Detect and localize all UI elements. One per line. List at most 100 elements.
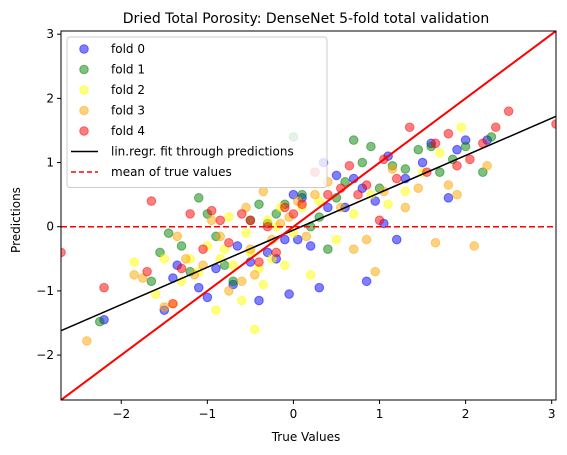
legend-marker	[80, 106, 89, 115]
point-fold-1-28	[401, 165, 410, 174]
point-fold-4-15	[272, 248, 281, 257]
point-fold-1-31	[435, 168, 444, 177]
point-fold-4-35	[491, 123, 500, 132]
point-fold-3-30	[414, 184, 423, 193]
point-fold-0-30	[392, 235, 401, 244]
point-fold-3-21	[311, 190, 320, 199]
point-fold-3-8	[207, 216, 216, 225]
point-fold-3-25	[362, 235, 371, 244]
x-tick-label: 0	[290, 407, 298, 421]
x-tick-label: −1	[198, 407, 216, 421]
point-fold-4-17	[289, 210, 298, 219]
point-fold-2-16	[250, 325, 259, 334]
point-fold-2-29	[349, 210, 358, 219]
x-tick-label: 3	[548, 407, 556, 421]
point-fold-0-4	[194, 283, 203, 292]
point-fold-4-22	[345, 161, 354, 170]
point-fold-2-0	[130, 258, 139, 267]
point-fold-1-12	[255, 200, 264, 209]
point-fold-4-18	[298, 200, 307, 209]
y-tick-label: −2	[36, 348, 54, 362]
legend-entry-label: fold 2	[111, 83, 145, 97]
point-fold-1-24	[358, 158, 367, 167]
point-fold-1-10	[229, 277, 238, 286]
point-fold-2-2	[160, 255, 169, 264]
point-fold-4-7	[199, 245, 208, 254]
point-fold-4-2	[143, 267, 152, 276]
point-fold-0-14	[285, 290, 294, 299]
point-fold-3-10	[225, 287, 234, 296]
y-axis-label: Predictions	[9, 187, 23, 253]
point-fold-1-20	[324, 245, 333, 254]
legend-entry-label: fold 0	[111, 42, 145, 56]
point-fold-4-8	[207, 206, 216, 215]
point-fold-2-13	[237, 296, 246, 305]
y-tick-label: 1	[46, 156, 54, 170]
point-fold-0-34	[444, 194, 453, 203]
point-fold-4-31	[444, 129, 453, 138]
point-fold-2-31	[384, 200, 393, 209]
point-fold-0-18	[306, 242, 315, 251]
point-fold-0-35	[453, 145, 462, 154]
point-fold-3-11	[237, 277, 246, 286]
point-fold-2-8	[212, 306, 221, 315]
point-fold-4-5	[177, 264, 186, 273]
point-fold-1-1	[147, 277, 156, 286]
point-fold-3-28	[388, 165, 397, 174]
legend-entry-label: mean of true values	[111, 165, 232, 179]
point-fold-4-4	[169, 299, 178, 308]
point-fold-1-23	[349, 136, 358, 145]
point-fold-3-5	[182, 255, 191, 264]
point-fold-1-29	[414, 145, 423, 154]
point-fold-3-3	[160, 303, 169, 312]
point-fold-1-35	[487, 133, 496, 142]
point-fold-4-24	[362, 181, 371, 190]
legend-entry-label: fold 1	[111, 63, 145, 77]
point-fold-4-9	[216, 216, 225, 225]
point-fold-4-10	[225, 238, 234, 247]
legend-marker	[80, 65, 89, 74]
point-fold-4-6	[186, 210, 195, 219]
legend-marker	[80, 45, 89, 54]
point-fold-1-4	[177, 242, 186, 251]
point-fold-2-18	[259, 280, 268, 289]
point-fold-4-36	[504, 107, 513, 116]
point-fold-3-4	[173, 232, 182, 241]
point-fold-4-23	[354, 190, 363, 199]
y-tick-label: 3	[46, 27, 54, 41]
point-fold-4-33	[466, 155, 475, 164]
x-tick-label: −2	[112, 407, 130, 421]
x-axis-ticks: −2 −1 0 1 2 3	[112, 400, 555, 421]
point-fold-4-12	[246, 216, 255, 225]
point-fold-4-1	[100, 283, 109, 292]
point-fold-2-34	[435, 149, 444, 158]
point-fold-1-6	[194, 194, 203, 203]
point-fold-2-32	[401, 187, 410, 196]
point-fold-0-22	[332, 171, 341, 180]
point-fold-4-16	[281, 203, 290, 212]
point-fold-2-26	[306, 271, 315, 280]
x-axis-label: True Values	[271, 430, 341, 444]
point-fold-2-11	[225, 213, 234, 222]
point-fold-3-31	[431, 238, 440, 247]
point-fold-2-35	[457, 123, 466, 132]
point-fold-4-25	[375, 216, 384, 225]
point-fold-3-26	[371, 267, 380, 276]
point-fold-2-28	[332, 235, 341, 244]
point-fold-4-32	[453, 161, 462, 170]
point-fold-3-33	[453, 190, 462, 199]
point-fold-4-27	[392, 174, 401, 183]
legend-marker	[80, 127, 89, 136]
point-fold-3-24	[349, 245, 358, 254]
legend-entry-label: lin.regr. fit through predictions	[111, 145, 294, 159]
point-fold-3-0	[83, 337, 92, 346]
point-fold-2-23	[281, 261, 290, 270]
point-fold-3-9	[216, 232, 225, 241]
point-fold-0-32	[418, 158, 427, 167]
x-tick-label: 2	[462, 407, 470, 421]
legend: fold 0fold 1fold 2fold 3fold 4lin.regr. …	[67, 37, 327, 188]
point-fold-3-15	[259, 187, 268, 196]
point-fold-1-3	[164, 229, 173, 238]
y-tick-label: 2	[46, 91, 54, 105]
